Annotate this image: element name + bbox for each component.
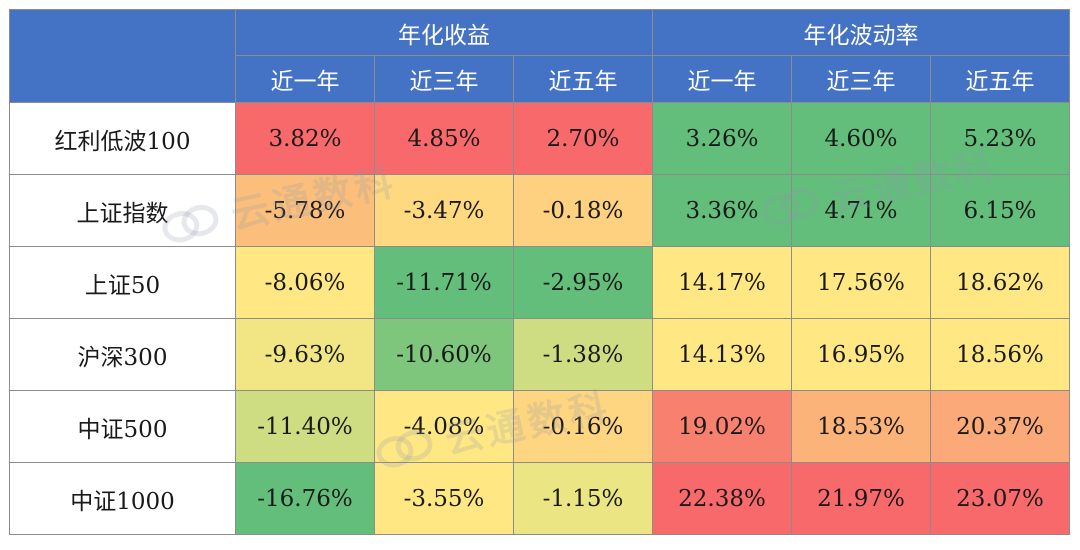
- return-cell: -1.38%: [513, 318, 653, 391]
- annualized-volatility-header: 年化波动率: [652, 9, 1070, 56]
- volatility-cell: 3.36%: [652, 174, 792, 247]
- table-row: 上证指数 -5.78% -3.47% -0.18% 3.36% 4.71% 6.15%: [9, 174, 1070, 247]
- volatility-cell: 18.53%: [791, 390, 931, 463]
- table-row: 中证1000 -16.76% -3.55% -1.15% 22.38% 21.97% 23.…: [9, 462, 1070, 535]
- return-cell: -8.06%: [235, 246, 375, 319]
- return-cell: -9.63%: [235, 318, 375, 391]
- return-cell: -4.08%: [374, 390, 514, 463]
- table-row: 中证500 -11.40% -4.08% -0.16% 19.02% 18.53% 20.3…: [9, 390, 1070, 463]
- return-cell: -10.60%: [374, 318, 514, 391]
- volatility-cell: 4.71%: [791, 174, 931, 247]
- return-cell: 2.70%: [513, 102, 653, 175]
- row-label: 中证500: [9, 390, 236, 463]
- return-cell: -1.15%: [513, 462, 653, 535]
- vol-period-header-1y: 近一年: [652, 55, 792, 103]
- return-cell: 4.85%: [374, 102, 514, 175]
- annualized-return-header: 年化收益: [235, 9, 653, 56]
- return-cell: -3.55%: [374, 462, 514, 535]
- return-cell: -11.71%: [374, 246, 514, 319]
- volatility-cell: 16.95%: [791, 318, 931, 391]
- return-period-header-1y: 近一年: [235, 55, 375, 103]
- table-row: 沪深300 -9.63% -10.60% -1.38% 14.13% 16.95% 18.5…: [9, 318, 1070, 391]
- return-cell: -16.76%: [235, 462, 375, 535]
- corner-header-cell: [9, 9, 236, 103]
- volatility-cell: 6.15%: [930, 174, 1070, 247]
- return-cell: 3.82%: [235, 102, 375, 175]
- return-period-header-5y: 近五年: [513, 55, 653, 103]
- return-cell: -2.95%: [513, 246, 653, 319]
- volatility-cell: 21.97%: [791, 462, 931, 535]
- return-cell: -5.78%: [235, 174, 375, 247]
- volatility-cell: 5.23%: [930, 102, 1070, 175]
- row-label: 红利低波100: [9, 102, 236, 175]
- volatility-cell: 22.38%: [652, 462, 792, 535]
- row-label: 中证1000: [9, 462, 236, 535]
- volatility-cell: 18.62%: [930, 246, 1070, 319]
- volatility-cell: 14.17%: [652, 246, 792, 319]
- volatility-cell: 19.02%: [652, 390, 792, 463]
- table-body: 红利低波100 3.82% 4.85% 2.70% 3.26% 4.60% 5.23% 上证指…: [9, 102, 1070, 535]
- volatility-cell: 4.60%: [791, 102, 931, 175]
- return-cell: -3.47%: [374, 174, 514, 247]
- table-row: 上证50 -8.06% -11.71% -2.95% 14.17% 17.56% 18.62…: [9, 246, 1070, 319]
- row-label: 上证指数: [9, 174, 236, 247]
- row-label: 上证50: [9, 246, 236, 319]
- volatility-cell: 18.56%: [930, 318, 1070, 391]
- volatility-cell: 14.13%: [652, 318, 792, 391]
- return-cell: -11.40%: [235, 390, 375, 463]
- volatility-cell: 3.26%: [652, 102, 792, 175]
- volatility-cell: 20.37%: [930, 390, 1070, 463]
- volatility-cell: 23.07%: [930, 462, 1070, 535]
- return-cell: -0.16%: [513, 390, 653, 463]
- index-comparison-table: 年化收益 年化波动率 近一年 近三年 近五年 近一年 近三年 近五年 红利低波1…: [9, 9, 1070, 535]
- volatility-cell: 17.56%: [791, 246, 931, 319]
- return-period-header-3y: 近三年: [374, 55, 514, 103]
- vol-period-header-5y: 近五年: [930, 55, 1070, 103]
- table-row: 红利低波100 3.82% 4.85% 2.70% 3.26% 4.60% 5.23%: [9, 102, 1070, 175]
- vol-period-header-3y: 近三年: [791, 55, 931, 103]
- return-cell: -0.18%: [513, 174, 653, 247]
- row-label: 沪深300: [9, 318, 236, 391]
